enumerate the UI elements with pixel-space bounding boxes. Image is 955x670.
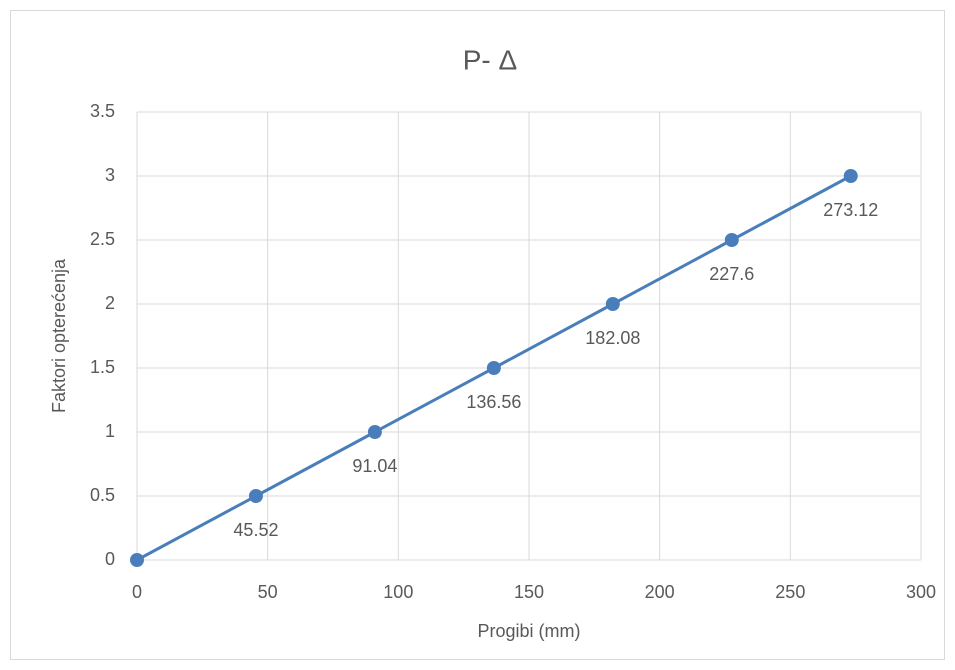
data-point — [367, 425, 382, 439]
data-point — [843, 169, 858, 183]
data-label: 273.12 — [823, 200, 878, 220]
y-tick-label: 1.5 — [90, 357, 115, 377]
data-label: 91.04 — [352, 456, 397, 476]
y-tick-label: 0.5 — [90, 485, 115, 505]
x-tick-label: 50 — [258, 582, 278, 602]
y-tick-label: 0 — [105, 549, 115, 569]
y-tick-label: 3 — [105, 165, 115, 185]
data-label: 227.6 — [709, 264, 754, 284]
y-tick-label: 3.5 — [90, 101, 115, 121]
data-point — [724, 233, 739, 247]
x-axis-label: Progibi (mm) — [477, 621, 580, 641]
data-label: 136.56 — [466, 392, 521, 412]
x-tick-label: 200 — [645, 582, 675, 602]
chart-title: P- Δ — [463, 44, 517, 75]
x-tick-label: 0 — [132, 582, 142, 602]
y-tick-label: 1 — [105, 421, 115, 441]
data-point — [605, 297, 620, 311]
data-point — [486, 361, 501, 375]
y-tick-label: 2.5 — [90, 229, 115, 249]
y-tick-label: 2 — [105, 293, 115, 313]
data-point — [130, 553, 144, 567]
data-point — [248, 489, 263, 503]
x-tick-label: 250 — [775, 582, 805, 602]
y-axis-label: Faktori opterećenja — [49, 258, 69, 413]
data-label: 182.08 — [585, 328, 640, 348]
chart-border — [10, 10, 945, 660]
data-label: 45.52 — [233, 520, 278, 540]
x-tick-label: 150 — [514, 582, 544, 602]
x-tick-label: 100 — [383, 582, 413, 602]
x-tick-label: 300 — [906, 582, 936, 602]
